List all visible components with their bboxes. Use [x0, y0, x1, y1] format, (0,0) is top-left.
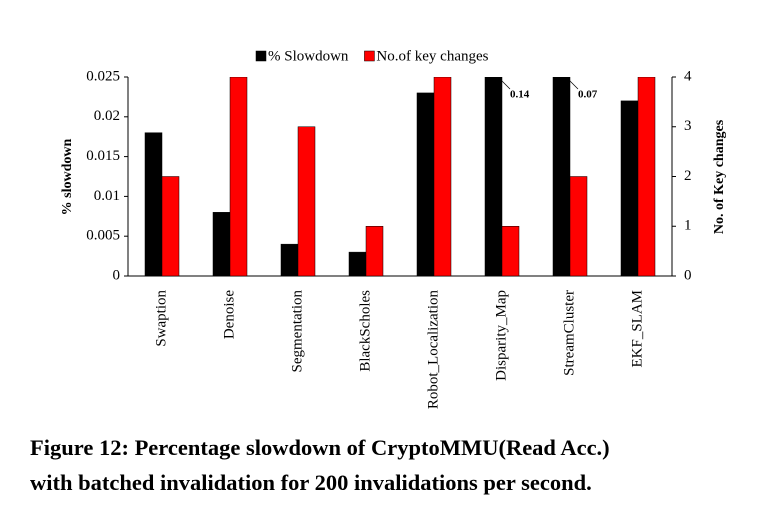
y-tick-label: 0.015 — [86, 148, 120, 164]
y2-tick-label: 2 — [684, 168, 692, 184]
legend-swatch — [255, 50, 267, 62]
y2-tick-label: 4 — [684, 68, 692, 84]
x-tick-label: EKF_SLAM — [629, 290, 645, 368]
y-tick-label: 0.01 — [94, 188, 120, 204]
y2-tick-label: 1 — [684, 218, 692, 234]
x-tick-label: Swaption — [153, 290, 169, 347]
x-tick-label: Denoise — [221, 290, 237, 339]
data-label: 0.14 — [510, 89, 530, 101]
y2-tick-label: 3 — [684, 118, 692, 134]
x-tick-label: StreamCluster — [561, 290, 577, 376]
x-tick-label: Segmentation — [289, 290, 305, 373]
y-tick-label: 0.025 — [86, 68, 120, 84]
bar — [552, 77, 571, 277]
legend-label: % Slowdown — [268, 48, 349, 64]
bar — [280, 243, 299, 277]
bar — [416, 92, 435, 277]
bar — [637, 77, 656, 277]
bar — [348, 251, 367, 277]
bar — [484, 77, 503, 277]
bar — [620, 100, 639, 277]
y-tick-label: 0.02 — [94, 108, 120, 124]
caption-line: with batched invalidation for 200 invali… — [30, 470, 592, 495]
y2-tick-label: 0 — [684, 267, 692, 283]
x-tick-label: Robot_Localization — [425, 290, 441, 410]
x-tick-label: Disparity_Map — [493, 290, 509, 381]
y-tick-label: 0.005 — [86, 228, 120, 244]
bar — [569, 176, 588, 277]
y-axis-title: % slowdown — [60, 138, 75, 215]
bar — [161, 176, 180, 277]
bar — [433, 77, 452, 277]
data-label: 0.07 — [578, 89, 598, 101]
y2-axis-title: No. of Key changes — [712, 119, 727, 234]
label-leader — [567, 78, 579, 90]
bar — [501, 226, 520, 277]
bar — [144, 132, 163, 277]
bar — [212, 212, 231, 277]
legend-swatch — [364, 50, 375, 62]
y-tick-label: 0 — [113, 267, 121, 283]
bar — [297, 126, 316, 277]
x-tick-label: BlackScholes — [357, 290, 373, 372]
bar — [229, 77, 248, 277]
label-leader — [499, 78, 511, 90]
legend-label: No.of key changes — [376, 48, 488, 64]
caption-line: Figure 12: Percentage slowdown of Crypto… — [30, 435, 610, 460]
plot-area — [144, 77, 656, 277]
bar — [365, 226, 384, 277]
